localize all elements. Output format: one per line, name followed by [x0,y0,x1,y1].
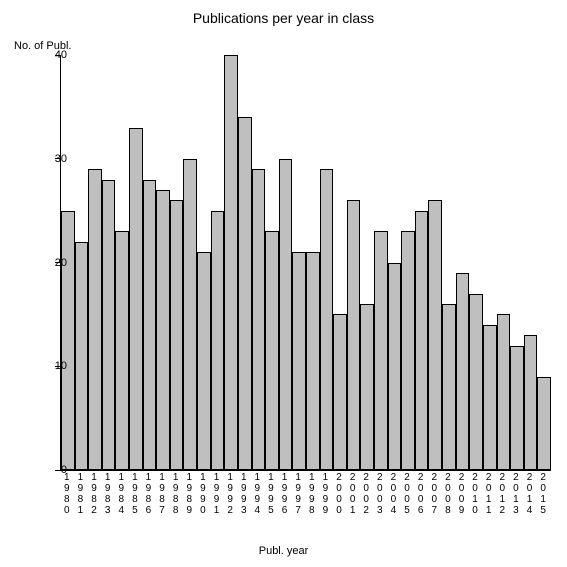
x-tick-label: 2001 [346,472,360,516]
x-tick-label: 1990 [196,472,210,516]
bar [510,346,524,471]
bar [129,128,143,470]
x-tick-label: 2010 [468,472,482,516]
x-tick-label: 2009 [455,472,469,516]
y-tick-label: 30 [37,153,67,165]
bar [61,211,75,470]
x-tick-label: 2008 [441,472,455,516]
x-tick-label: 1988 [169,472,183,516]
x-tick-label: 1991 [210,472,224,516]
x-tick-label: 1981 [74,472,88,516]
x-tick-label: 2012 [496,472,510,516]
x-tick-label: 1986 [142,472,156,516]
x-tick-label: 1987 [155,472,169,516]
bar [279,159,293,470]
x-tick-label: 1996 [278,472,292,516]
bar [224,55,238,470]
bar [428,200,442,470]
x-tick-label: 2004 [387,472,401,516]
x-labels-group: 1980198119821983198419851986198719881989… [60,472,550,516]
y-tick-label: 40 [37,49,67,61]
bar [456,273,470,470]
x-tick-label: 1984 [114,472,128,516]
x-tick-label: 2002 [359,472,373,516]
bar [415,211,429,470]
x-tick-label: 2013 [509,472,523,516]
bar [442,304,456,470]
bar [388,263,402,471]
bar [238,117,252,470]
x-tick-label: 1982 [87,472,101,516]
x-tick-label: 1998 [305,472,319,516]
x-tick-label: 1989 [182,472,196,516]
bar [497,314,511,470]
bar [183,159,197,470]
y-tick-label: 10 [37,360,67,372]
x-tick-label: 1999 [319,472,333,516]
bar [537,377,551,470]
bar [333,314,347,470]
plot-area [60,55,551,471]
bar [75,242,89,470]
x-tick-label: 1994 [251,472,265,516]
x-tick-label: 2003 [373,472,387,516]
bar [306,252,320,470]
bar [360,304,374,470]
chart-title: Publications per year in class [0,10,567,26]
bar [292,252,306,470]
bar [197,252,211,470]
x-tick-label: 1985 [128,472,142,516]
x-tick-label: 2006 [414,472,428,516]
x-tick-label: 1992 [223,472,237,516]
x-tick-label: 2005 [400,472,414,516]
x-tick-label: 2007 [427,472,441,516]
bar [469,294,483,470]
bar [211,211,225,470]
x-tick-label: 2015 [536,472,550,516]
bar [374,231,388,470]
x-axis-label: Publ. year [0,545,567,557]
x-tick-label: 2014 [523,472,537,516]
bar [265,231,279,470]
x-tick-label: 1993 [237,472,251,516]
x-tick-label: 1995 [264,472,278,516]
bar [483,325,497,470]
x-tick-label: 2011 [482,472,496,516]
y-tick-label: 20 [37,257,67,269]
bar [320,169,334,470]
bar [401,231,415,470]
bar [115,231,129,470]
chart-container: Publications per year in class No. of Pu… [0,0,567,567]
bar [143,180,157,471]
bar [88,169,102,470]
bar [102,180,116,471]
bar [170,200,184,470]
x-tick-label: 1983 [101,472,115,516]
bar [347,200,361,470]
bar [252,169,266,470]
x-tick-label: 1980 [60,472,74,516]
x-tick-label: 2000 [332,472,346,516]
bar [156,190,170,470]
bars-group [61,55,551,470]
bar [524,335,538,470]
x-tick-label: 1997 [291,472,305,516]
